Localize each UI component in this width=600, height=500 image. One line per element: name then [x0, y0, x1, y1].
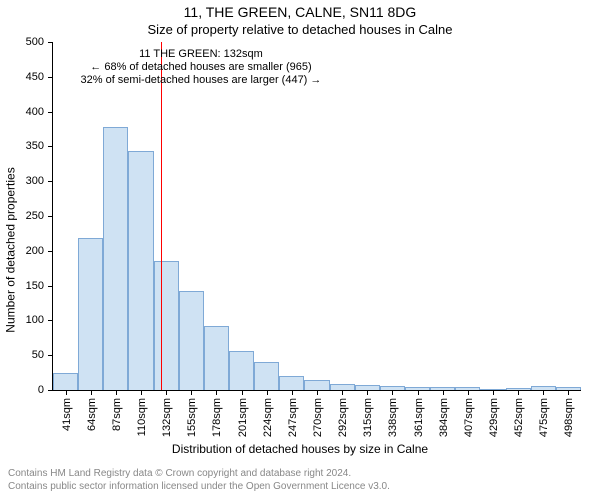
chart-title-line2: Size of property relative to detached ho…	[0, 22, 600, 37]
marker-line	[161, 42, 162, 390]
x-tick-label: 247sqm	[287, 398, 299, 437]
y-tick-label: 250	[26, 210, 44, 222]
x-tick-mark	[91, 390, 92, 395]
x-tick-mark	[216, 390, 217, 395]
y-tick-mark	[48, 216, 53, 217]
x-tick-label: 315sqm	[362, 398, 374, 437]
x-tick-mark	[443, 390, 444, 395]
x-tick-mark	[166, 390, 167, 395]
histogram-bar	[229, 351, 254, 390]
chart-title-line1: 11, THE GREEN, CALNE, SN11 8DG	[0, 4, 600, 20]
x-tick-label: 361sqm	[413, 398, 425, 437]
histogram-bar	[78, 238, 103, 390]
y-tick-label: 400	[26, 106, 44, 118]
x-tick-label: 132sqm	[161, 398, 173, 437]
x-tick-mark	[418, 390, 419, 395]
y-tick-mark	[48, 355, 53, 356]
x-tick-mark	[317, 390, 318, 395]
y-tick-mark	[48, 286, 53, 287]
y-tick-mark	[48, 390, 53, 391]
x-tick-label: 338sqm	[387, 398, 399, 437]
x-tick-mark	[66, 390, 67, 395]
y-tick-mark	[48, 77, 53, 78]
x-tick-mark	[518, 390, 519, 395]
x-tick-mark	[342, 390, 343, 395]
x-axis-label: Distribution of detached houses by size …	[0, 442, 600, 456]
x-tick-mark	[468, 390, 469, 395]
annotation-box: 11 THE GREEN: 132sqm← 68% of detached ho…	[81, 48, 322, 88]
y-tick-mark	[48, 146, 53, 147]
y-tick-mark	[48, 42, 53, 43]
x-tick-mark	[568, 390, 569, 395]
y-tick-mark	[48, 112, 53, 113]
y-tick-label: 200	[26, 245, 44, 257]
x-tick-mark	[367, 390, 368, 395]
histogram-bar	[304, 380, 329, 390]
chart-root: { "title_line1": "11, THE GREEN, CALNE, …	[0, 0, 600, 500]
footer-line1: Contains HM Land Registry data © Crown c…	[8, 468, 390, 481]
x-tick-label: 429sqm	[488, 398, 500, 437]
plot-area: 11 THE GREEN: 132sqm← 68% of detached ho…	[52, 42, 581, 391]
footer-line2: Contains public sector information licen…	[8, 481, 390, 494]
annotation-line: 32% of semi-detached houses are larger (…	[81, 74, 322, 87]
x-tick-label: 407sqm	[463, 398, 475, 437]
histogram-bar	[279, 376, 304, 390]
y-tick-label: 300	[26, 175, 44, 187]
x-tick-mark	[292, 390, 293, 395]
y-tick-label: 150	[26, 280, 44, 292]
y-tick-label: 0	[38, 384, 44, 396]
x-tick-label: 475sqm	[538, 398, 550, 437]
x-tick-mark	[191, 390, 192, 395]
attribution-footer: Contains HM Land Registry data © Crown c…	[8, 468, 390, 493]
y-tick-label: 50	[32, 349, 44, 361]
x-tick-label: 178sqm	[211, 398, 223, 437]
histogram-bar	[128, 151, 153, 390]
x-tick-label: 87sqm	[111, 398, 123, 431]
x-tick-mark	[267, 390, 268, 395]
y-tick-label: 450	[26, 71, 44, 83]
y-tick-mark	[48, 320, 53, 321]
histogram-bar	[254, 362, 279, 390]
x-tick-mark	[242, 390, 243, 395]
y-axis-label: Number of detached properties	[4, 167, 18, 332]
x-tick-mark	[392, 390, 393, 395]
histogram-bar	[103, 127, 128, 390]
annotation-line: ← 68% of detached houses are smaller (96…	[81, 61, 322, 74]
y-axis-label-container: Number of detached properties	[2, 0, 20, 500]
histogram-bar	[204, 326, 229, 390]
x-tick-label: 292sqm	[337, 398, 349, 437]
x-tick-label: 384sqm	[438, 398, 450, 437]
y-tick-mark	[48, 181, 53, 182]
y-tick-label: 350	[26, 140, 44, 152]
y-tick-label: 100	[26, 314, 44, 326]
x-tick-label: 270sqm	[312, 398, 324, 437]
annotation-line: 11 THE GREEN: 132sqm	[81, 48, 322, 61]
x-tick-label: 64sqm	[86, 398, 98, 431]
x-tick-mark	[141, 390, 142, 395]
histogram-bar	[154, 261, 179, 390]
x-tick-label: 224sqm	[262, 398, 274, 437]
x-tick-label: 498sqm	[563, 398, 575, 437]
x-tick-label: 155sqm	[186, 398, 198, 437]
x-tick-mark	[493, 390, 494, 395]
x-tick-mark	[543, 390, 544, 395]
histogram-bar	[53, 373, 78, 390]
y-tick-label: 500	[26, 36, 44, 48]
x-tick-label: 201sqm	[237, 398, 249, 437]
x-tick-label: 110sqm	[136, 398, 148, 436]
x-tick-mark	[116, 390, 117, 395]
x-tick-label: 41sqm	[61, 398, 73, 431]
y-tick-mark	[48, 251, 53, 252]
x-tick-label: 452sqm	[513, 398, 525, 437]
histogram-bar	[179, 291, 204, 390]
